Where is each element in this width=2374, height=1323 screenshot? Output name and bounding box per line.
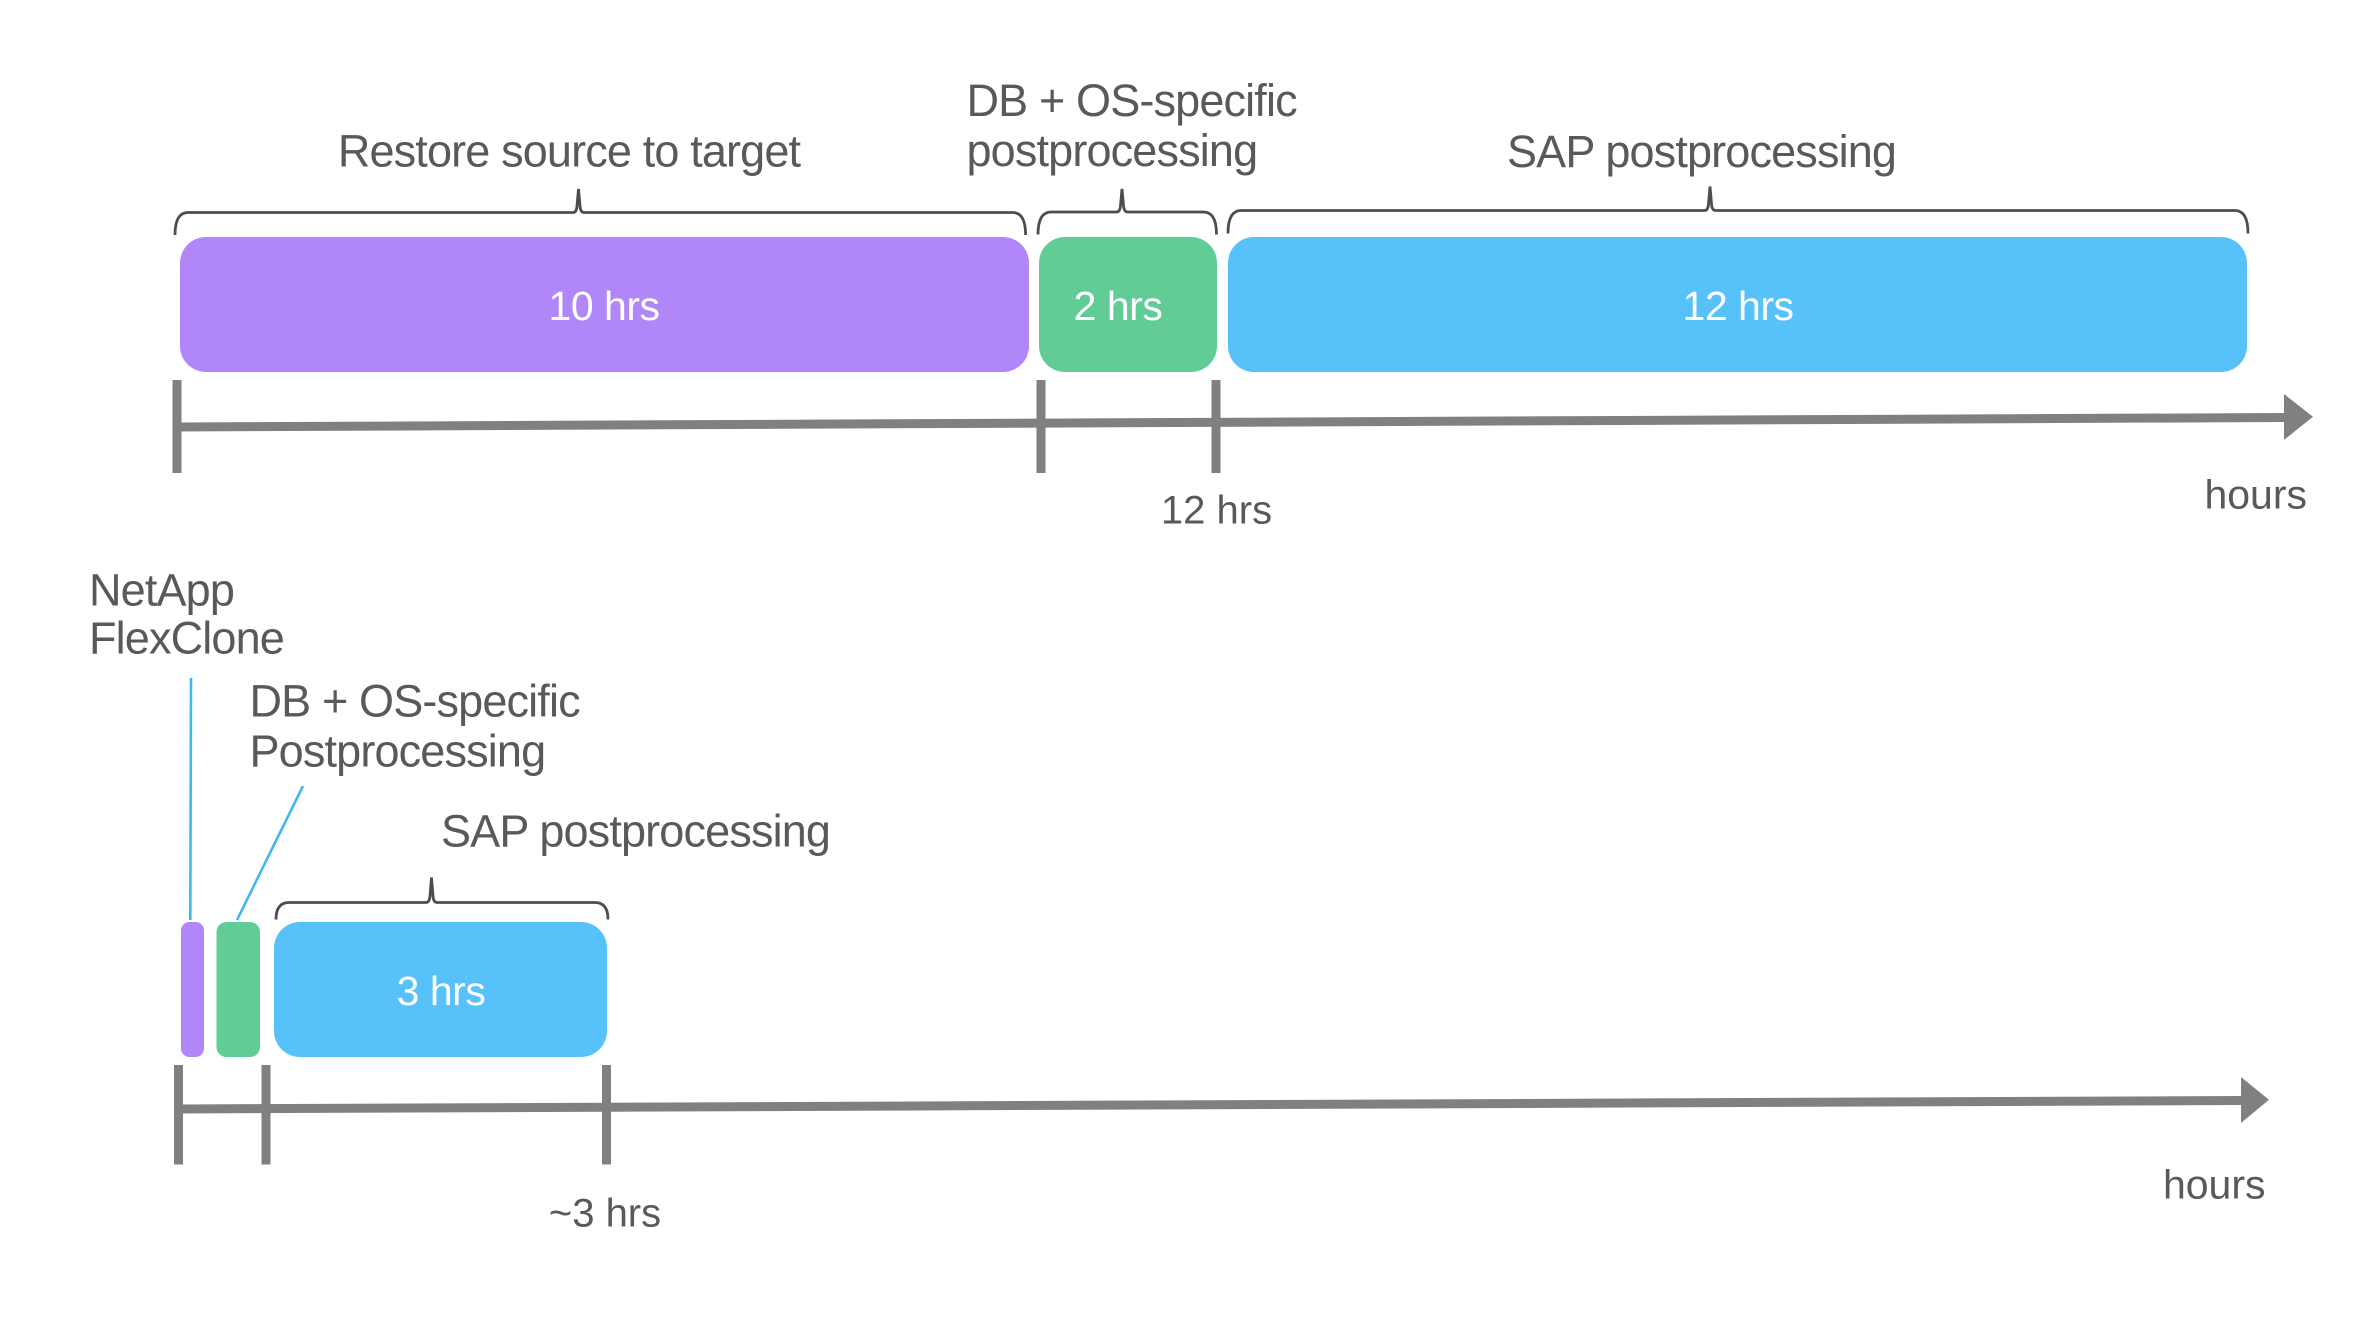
svg-text:12 hrs: 12 hrs: [1683, 283, 1794, 329]
svg-text:2 hrs: 2 hrs: [1074, 283, 1163, 329]
svg-text:Postprocessing: Postprocessing: [250, 726, 546, 777]
svg-text:~3 hrs: ~3 hrs: [549, 1192, 661, 1236]
svg-text:Restore source to target: Restore source to target: [338, 126, 802, 177]
svg-text:10 hrs: 10 hrs: [549, 283, 660, 329]
svg-text:12 hrs: 12 hrs: [1161, 489, 1272, 533]
svg-text:DB + OS-specific: DB + OS-specific: [250, 676, 581, 727]
svg-text:NetApp: NetApp: [89, 565, 234, 616]
svg-text:3 hrs: 3 hrs: [397, 968, 486, 1014]
svg-text:FlexClone: FlexClone: [89, 613, 284, 664]
svg-text:hours: hours: [2204, 472, 2307, 518]
svg-text:postprocessing: postprocessing: [967, 125, 1258, 176]
svg-text:SAP postprocessing: SAP postprocessing: [441, 805, 830, 856]
svg-text:SAP postprocessing: SAP postprocessing: [1507, 126, 1896, 177]
svg-text:DB + OS-specific: DB + OS-specific: [967, 75, 1298, 126]
svg-text:hours: hours: [2163, 1162, 2266, 1208]
